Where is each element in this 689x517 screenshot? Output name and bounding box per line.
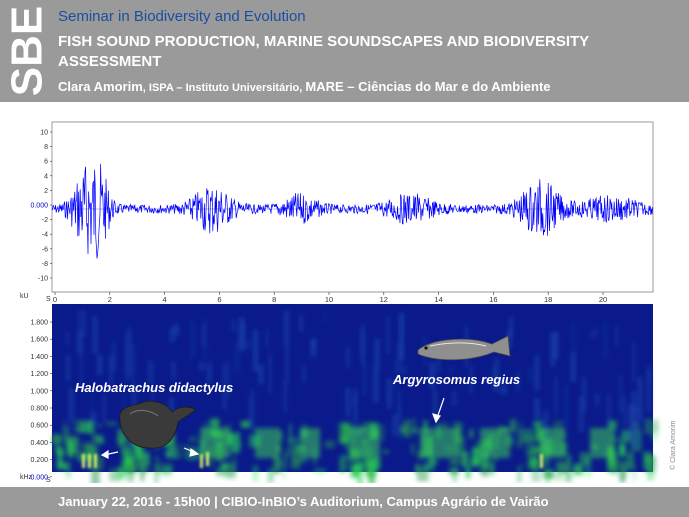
- xtick-label: 12: [380, 295, 388, 304]
- author-line: Clara Amorim, ISPA – Instituto Universit…: [58, 79, 551, 94]
- xtick-label: 6: [217, 295, 221, 304]
- waveform-axis-start: S: [46, 296, 51, 303]
- waveform-ytick-label: -4: [42, 232, 48, 239]
- event-details: January 22, 2016 - 15h00 | CIBIO-InBIO’s…: [58, 494, 549, 509]
- xtick-label: 8: [272, 295, 276, 304]
- xtick-label: 16: [489, 295, 497, 304]
- xtick-label: 18: [544, 295, 552, 304]
- header-banner: SBE Seminar in Biodiversity and Evolutio…: [0, 0, 689, 102]
- svg-text:SBE: SBE: [6, 6, 52, 96]
- copyright-note: © Clara Amorim: [670, 420, 677, 471]
- waveform-trace: [51, 163, 653, 259]
- xtick-label: 2: [108, 295, 112, 304]
- xtick-label: 10: [325, 295, 333, 304]
- waveform-ytick-label: -2: [42, 217, 48, 224]
- arrow-annotations: [100, 397, 445, 459]
- spectrogram-axis-start: S: [46, 477, 51, 483]
- spectrogram-ytick-label: 1.800: [30, 320, 48, 327]
- waveform-ytick-label: -6: [42, 246, 48, 253]
- waveform-unit: kU: [20, 293, 29, 300]
- sound-figure: 10 8 6 4 2 0.000 -2 -4 -6 -8 -10 kU S 0 2 4 6 8 10 12 14 1…: [20, 121, 659, 483]
- xtick-label: 14: [434, 295, 442, 304]
- xtick-label: 0: [53, 295, 57, 304]
- waveform-ytick-label: 10: [40, 130, 48, 137]
- spectrogram-ytick-label: 0.400: [30, 440, 48, 447]
- spectrogram-ytick-label: 0.600: [30, 423, 48, 430]
- talk-title: FISH SOUND PRODUCTION, MARINE SOUNDSCAPE…: [58, 33, 589, 70]
- spectrogram-ytick-label: 1.000: [30, 388, 48, 395]
- spectrogram-y-axis: 1.800 1.600 1.400 1.200 1.000 0.800 0.600 0.400…: [30, 320, 52, 481]
- spectrogram-unit: kHz: [20, 474, 33, 481]
- footer-banner: January 22, 2016 - 15h00 | CIBIO-InBIO’s…: [0, 487, 689, 517]
- waveform-x-axis: 0 2 4 6 8 10 12 14 16 18 20: [53, 292, 607, 304]
- waveform-ytick-label: 6: [44, 159, 48, 166]
- xtick-label: 20: [599, 295, 607, 304]
- species-label-meagre: Argyrosomus regius: [393, 372, 521, 387]
- spectrogram-ytick-label: 0.000: [30, 474, 48, 481]
- waveform-y-axis: 10 8 6 4 2 0.000 -2 -4 -6 -8 -10: [30, 130, 52, 283]
- affiliation-ispa: ISPA – Instituto Universitário,: [148, 82, 306, 94]
- sbe-logo: SBE: [6, 6, 52, 96]
- waveform-ytick-label: -10: [38, 276, 48, 283]
- spectrogram-ytick-label: 1.200: [30, 371, 48, 378]
- species-label-toadfish: Halobatrachus didactylus: [75, 380, 234, 395]
- toadfish-image: [119, 400, 197, 449]
- author-separator: ,: [142, 82, 149, 94]
- affiliation-mare: MARE – Ciências do Mar e do Ambiente: [305, 79, 551, 94]
- waveform-ytick-label: 0.000: [30, 203, 48, 210]
- spectrogram-pulses: [82, 452, 543, 468]
- spectrogram-ytick-label: 1.600: [30, 337, 48, 344]
- waveform-ytick-label: 4: [44, 173, 48, 180]
- author-name: Clara Amorim: [58, 79, 143, 94]
- spectrogram-ytick-label: 0.200: [30, 457, 48, 464]
- meagre-image: [417, 335, 511, 361]
- waveform-ytick-label: 2: [44, 188, 48, 195]
- seminar-title: Seminar in Biodiversity and Evolution: [58, 8, 306, 25]
- xtick-label: 4: [163, 295, 167, 304]
- spectrogram-ytick-label: 1.400: [30, 354, 48, 361]
- waveform-ytick-label: 8: [44, 144, 48, 151]
- waveform-ytick-label: -8: [42, 261, 48, 268]
- spectrogram-ytick-label: 0.800: [30, 406, 48, 413]
